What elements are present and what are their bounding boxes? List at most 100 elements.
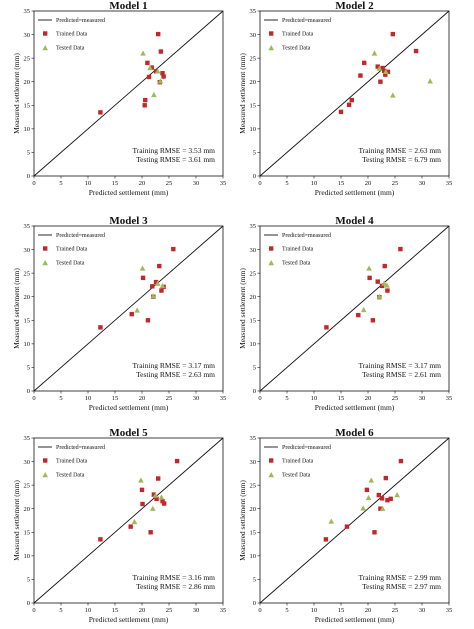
trained-data-point bbox=[148, 530, 153, 535]
y-axis-label: Measured settlement (mm) bbox=[12, 480, 21, 561]
trained-data-point bbox=[98, 325, 103, 330]
trained-data-point bbox=[161, 501, 167, 506]
x-tick-label: 0 bbox=[32, 607, 35, 614]
y-tick-label: 0 bbox=[253, 173, 256, 180]
y-tick-label: 20 bbox=[250, 506, 257, 513]
plot-frame bbox=[259, 10, 450, 177]
trained-data-point bbox=[385, 498, 390, 503]
trained-data-point bbox=[157, 263, 162, 269]
y-axis-label: Measured settlement (mm) bbox=[12, 268, 21, 349]
chart-panel-4: Model 4 00 5 5 10 10 15 15 20 20 25 25 30 30 35 35 Predi… bbox=[238, 215, 452, 412]
y-tick-label: 20 bbox=[250, 79, 257, 86]
legend-triangle-swatch bbox=[268, 45, 274, 51]
x-tick-label: 25 bbox=[166, 607, 173, 614]
y-tick-label: 10 bbox=[24, 126, 31, 133]
y-tick-label: 30 bbox=[250, 247, 257, 254]
trained-data-point bbox=[378, 506, 383, 511]
trained-data-point bbox=[154, 496, 159, 502]
tested-data-point bbox=[139, 265, 146, 271]
tested-data-point bbox=[147, 65, 153, 71]
x-tick-label: 10 bbox=[85, 607, 92, 614]
y-tick-label: 25 bbox=[250, 55, 257, 62]
tested-data-point bbox=[376, 65, 383, 71]
x-tick-label: 0 bbox=[258, 395, 261, 402]
tested-data-point bbox=[365, 494, 372, 501]
y-axis-label: Measured settlement (mm) bbox=[238, 480, 247, 561]
trained-data-point bbox=[383, 72, 388, 77]
legend-label-line: Predicted=measured bbox=[282, 445, 331, 451]
y-tick-label: 0 bbox=[253, 600, 256, 607]
plot-frame bbox=[259, 437, 450, 604]
trained-data-point bbox=[376, 492, 381, 498]
trained-data-point bbox=[140, 501, 145, 507]
trained-data-point bbox=[413, 48, 419, 54]
tested-data-point bbox=[328, 518, 335, 524]
x-tick-label: 25 bbox=[392, 607, 399, 614]
legend-square-swatch bbox=[43, 31, 48, 36]
trained-data-point bbox=[323, 537, 329, 542]
tested-data-point bbox=[383, 68, 389, 75]
y-tick-label: 20 bbox=[24, 79, 31, 86]
chart-panel-2: Model 2 00 5 5 10 10 15 15 20 20 25 25 30 30 35 35 Predi… bbox=[238, 0, 452, 197]
trained-data-point bbox=[156, 31, 161, 37]
testing-rmse-text: Testing RMSE = 2.63 mm bbox=[136, 370, 215, 379]
trained-data-point bbox=[358, 73, 363, 78]
legend-triangle-swatch bbox=[42, 472, 48, 478]
y-tick-label: 20 bbox=[24, 506, 31, 513]
trained-data-point bbox=[150, 284, 155, 289]
x-tick-label: 25 bbox=[392, 180, 399, 187]
y-tick-label: 5 bbox=[27, 150, 30, 157]
y-tick-label: 5 bbox=[253, 150, 256, 157]
y-tick-label: 30 bbox=[250, 459, 257, 466]
chart-panel-6: Model 6 00 5 5 10 10 15 15 20 20 25 25 30 30 35 35 Predi… bbox=[238, 427, 452, 624]
plot-frame bbox=[33, 225, 224, 392]
tested-data-point bbox=[159, 282, 166, 289]
x-tick-label: 0 bbox=[32, 395, 35, 402]
training-rmse-text: Training RMSE = 2.63 mm bbox=[358, 146, 441, 155]
tested-data-point bbox=[151, 91, 157, 98]
x-tick-label: 5 bbox=[59, 607, 62, 614]
y-tick-label: 15 bbox=[24, 317, 31, 324]
trained-data-point bbox=[390, 31, 396, 37]
x-tick-label: 0 bbox=[32, 180, 35, 187]
trained-data-point bbox=[385, 69, 391, 75]
tested-data-point bbox=[154, 280, 161, 286]
x-tick-label: 35 bbox=[220, 607, 227, 614]
y-tick-label: 10 bbox=[250, 126, 257, 133]
testing-rmse-text: Testing RMSE = 6.79 mm bbox=[362, 155, 441, 164]
x-tick-label: 0 bbox=[258, 607, 261, 614]
tested-data-point bbox=[384, 282, 390, 288]
predicted-equals-measured-line bbox=[33, 10, 224, 177]
legend-label-tested: Tested Data bbox=[56, 46, 85, 52]
trained-data-point bbox=[356, 312, 361, 318]
trained-data-point bbox=[349, 97, 354, 103]
tested-data-point bbox=[366, 265, 372, 271]
y-tick-label: 25 bbox=[24, 55, 31, 62]
predicted-equals-measured-line bbox=[33, 225, 224, 392]
trained-data-point bbox=[346, 102, 352, 108]
x-tick-label: 15 bbox=[338, 180, 345, 187]
y-tick-label: 5 bbox=[253, 365, 256, 372]
legend-label-line: Predicted=measured bbox=[56, 233, 105, 239]
y-tick-label: 0 bbox=[27, 173, 30, 180]
legend-label-trained: Trained Data bbox=[282, 247, 314, 253]
x-tick-label: 35 bbox=[220, 395, 227, 402]
trained-data-point bbox=[161, 74, 166, 79]
y-tick-label: 30 bbox=[24, 247, 31, 254]
legend-square-swatch bbox=[269, 458, 274, 463]
x-tick-label: 25 bbox=[392, 395, 399, 402]
trained-data-point bbox=[378, 79, 383, 84]
x-tick-label: 5 bbox=[285, 395, 288, 402]
trained-data-point bbox=[385, 288, 390, 293]
trained-data-point bbox=[375, 279, 380, 284]
legend-label-line: Predicted=measured bbox=[56, 445, 105, 451]
tested-data-point bbox=[138, 477, 144, 483]
trained-data-point bbox=[338, 109, 344, 115]
trained-data-point bbox=[324, 325, 329, 330]
tested-data-point bbox=[140, 50, 146, 56]
trained-data-point bbox=[151, 492, 157, 497]
x-tick-label: 25 bbox=[166, 395, 173, 402]
trained-data-point bbox=[158, 49, 164, 54]
trained-data-point bbox=[398, 458, 404, 464]
